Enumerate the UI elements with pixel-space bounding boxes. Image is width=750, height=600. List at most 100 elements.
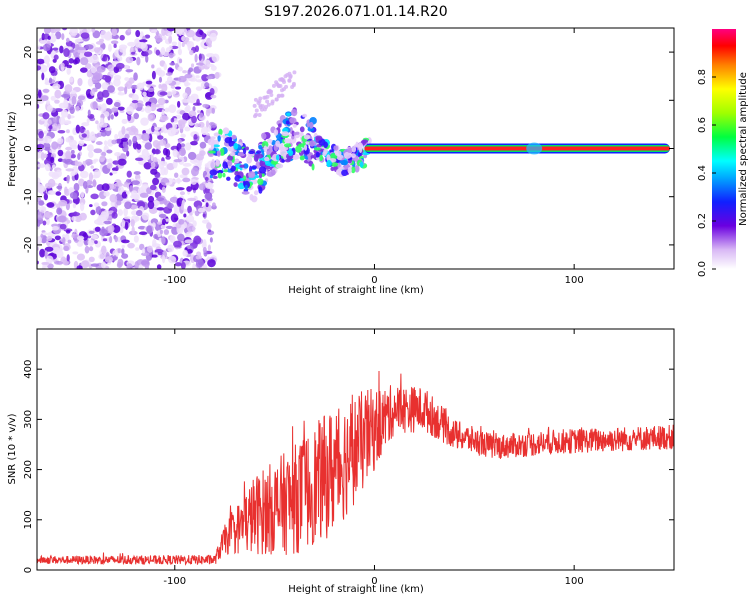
spectrogram-noise-blob	[161, 186, 166, 193]
spectrogram-noise-blob	[121, 118, 128, 124]
spectrogram-noise-blob	[37, 103, 40, 109]
spectrogram-noise-blob	[157, 135, 164, 140]
spectrogram-noise-blob	[119, 34, 125, 41]
spectrogram-noise-blob	[90, 54, 99, 64]
spectrogram-onset-blob	[293, 132, 297, 136]
spectrogram-noise-blob	[198, 183, 206, 191]
spectrogram-noise-blob	[43, 153, 48, 159]
spectrogram-ytick-label: 20	[23, 46, 34, 59]
spectrogram-noise-blob	[101, 201, 108, 207]
spectrogram-onset-blob	[265, 161, 271, 167]
spectrogram-noise-blob	[134, 261, 139, 269]
spectrogram-noise-blob	[37, 143, 45, 150]
spectrogram-streak-blob	[280, 93, 285, 98]
spectrogram-noise-blob	[175, 187, 185, 191]
spectrogram-onset-blob	[278, 147, 284, 151]
spectrogram-noise-blob	[58, 116, 66, 125]
spectrogram-noise-blob	[77, 153, 81, 161]
spectrogram-noise-blob	[126, 150, 130, 157]
spectrogram-streak-blob	[254, 108, 259, 113]
spectrogram-noise-blob	[190, 63, 195, 68]
spectrogram-noise-blob	[69, 28, 79, 36]
spectrogram-noise-blob	[160, 224, 166, 230]
spectrogram-noise-blob	[165, 155, 171, 160]
spectrogram-streak-blob	[276, 94, 281, 99]
spectrogram-noise-blob	[124, 83, 129, 87]
spectrogram-noise-blob	[168, 52, 174, 59]
spectrogram-noise-blob	[186, 223, 194, 232]
spectrogram-noise-blob	[104, 256, 113, 264]
spectrogram-noise-blob	[202, 103, 209, 108]
spectrogram-noise-blob	[205, 202, 209, 208]
spectrogram-streak-blob	[266, 90, 271, 95]
spectrogram-noise-blob	[63, 245, 70, 252]
spectrogram-noise-blob	[174, 262, 182, 267]
spectrogram-noise-blob	[115, 193, 124, 202]
colorbar-tick-label: 0.2	[697, 213, 708, 229]
spectrogram-onset-blob	[222, 127, 230, 135]
spectrogram-noise-blob	[121, 191, 128, 199]
spectrogram-noise-blob	[117, 92, 126, 96]
spectrogram-streak-blob	[290, 84, 295, 89]
spectrogram-noise-blob	[180, 202, 185, 211]
spectrogram-noise-blob	[121, 219, 126, 228]
spectrogram-noise-blob	[43, 158, 53, 166]
spectrogram-onset-blob	[222, 172, 226, 178]
spectrogram-noise-blob	[92, 179, 97, 188]
spectrogram-xtick-label: 0	[371, 275, 377, 286]
spectrogram-noise-blob	[99, 228, 108, 237]
spectrogram-noise-blob	[57, 215, 66, 223]
spectrogram-noise-blob	[92, 30, 101, 39]
spectrogram-noise-blob	[45, 255, 54, 264]
spectrogram-noise-blob	[145, 54, 149, 63]
spectrogram-streak-blob	[265, 99, 270, 104]
spectrogram-noise-blob	[170, 85, 176, 89]
spectrogram-noise-blob	[104, 75, 112, 83]
spectrogram-noise-blob	[99, 155, 106, 162]
spectrogram-noise-blob	[171, 89, 177, 95]
spectrogram-streak-blob	[258, 105, 263, 110]
spectrogram-noise-blob	[43, 130, 48, 135]
spectrogram-streak-blob	[282, 79, 287, 84]
spectrogram-noise-blob	[76, 253, 86, 261]
spectrogram-onset-blob	[215, 159, 221, 167]
spectrogram-noise-blob	[90, 89, 95, 96]
spectrogram-noise-blob	[167, 32, 172, 37]
spectrogram-noise-blob	[50, 156, 55, 164]
colorbar-tick-label: 0.6	[697, 117, 708, 133]
spectrogram-noise-blob	[103, 191, 110, 197]
spectrogram-onset-blob	[351, 157, 356, 162]
spectrogram-noise-blob	[94, 82, 102, 90]
spectrogram-noise-blob	[207, 259, 216, 268]
spectrogram-streak-blob	[266, 102, 271, 107]
spectrogram-noise-blob	[143, 162, 152, 170]
spectrogram-noise-blob	[184, 142, 192, 151]
spectrogram-noise-blob	[84, 245, 90, 254]
spectrogram-noise-blob	[113, 255, 117, 261]
spectrogram-noise-blob	[87, 144, 94, 152]
spectrogram-noise-blob	[59, 223, 67, 230]
snr-panel: -100 0 100 0 100 200 300 400 Height of straight…	[7, 328, 675, 595]
spectrogram-noise-blob	[114, 152, 122, 157]
spectrogram-onset-blob	[233, 182, 238, 187]
spectrogram-noise-blob	[147, 200, 155, 210]
spectrogram-noise-blob	[111, 139, 118, 145]
spectrogram-noise-blob	[196, 110, 201, 114]
spectrogram-noise-blob	[131, 93, 139, 102]
spectrogram-noise-blob	[195, 75, 200, 79]
spectrogram-noise-blob	[142, 91, 147, 97]
spectrogram-streak-blob	[274, 97, 279, 102]
spectrogram-noise-blob	[147, 112, 156, 122]
spectrogram-noise-blob	[165, 225, 173, 230]
spectrogram-noise-blob	[192, 263, 196, 269]
spectrogram-noise-blob	[158, 84, 162, 89]
spectrogram-noise-blob	[211, 107, 216, 114]
spectrogram-noise-blob	[72, 203, 77, 209]
spectrogram-noise-blob	[150, 161, 156, 168]
spectrogram-noise-blob	[95, 141, 103, 146]
spectrogram-noise-blob	[37, 58, 45, 65]
spectrogram-noise-blob	[154, 222, 162, 232]
spectrogram-noise-blob	[103, 111, 110, 117]
spectrogram-noise-blob	[203, 59, 211, 65]
